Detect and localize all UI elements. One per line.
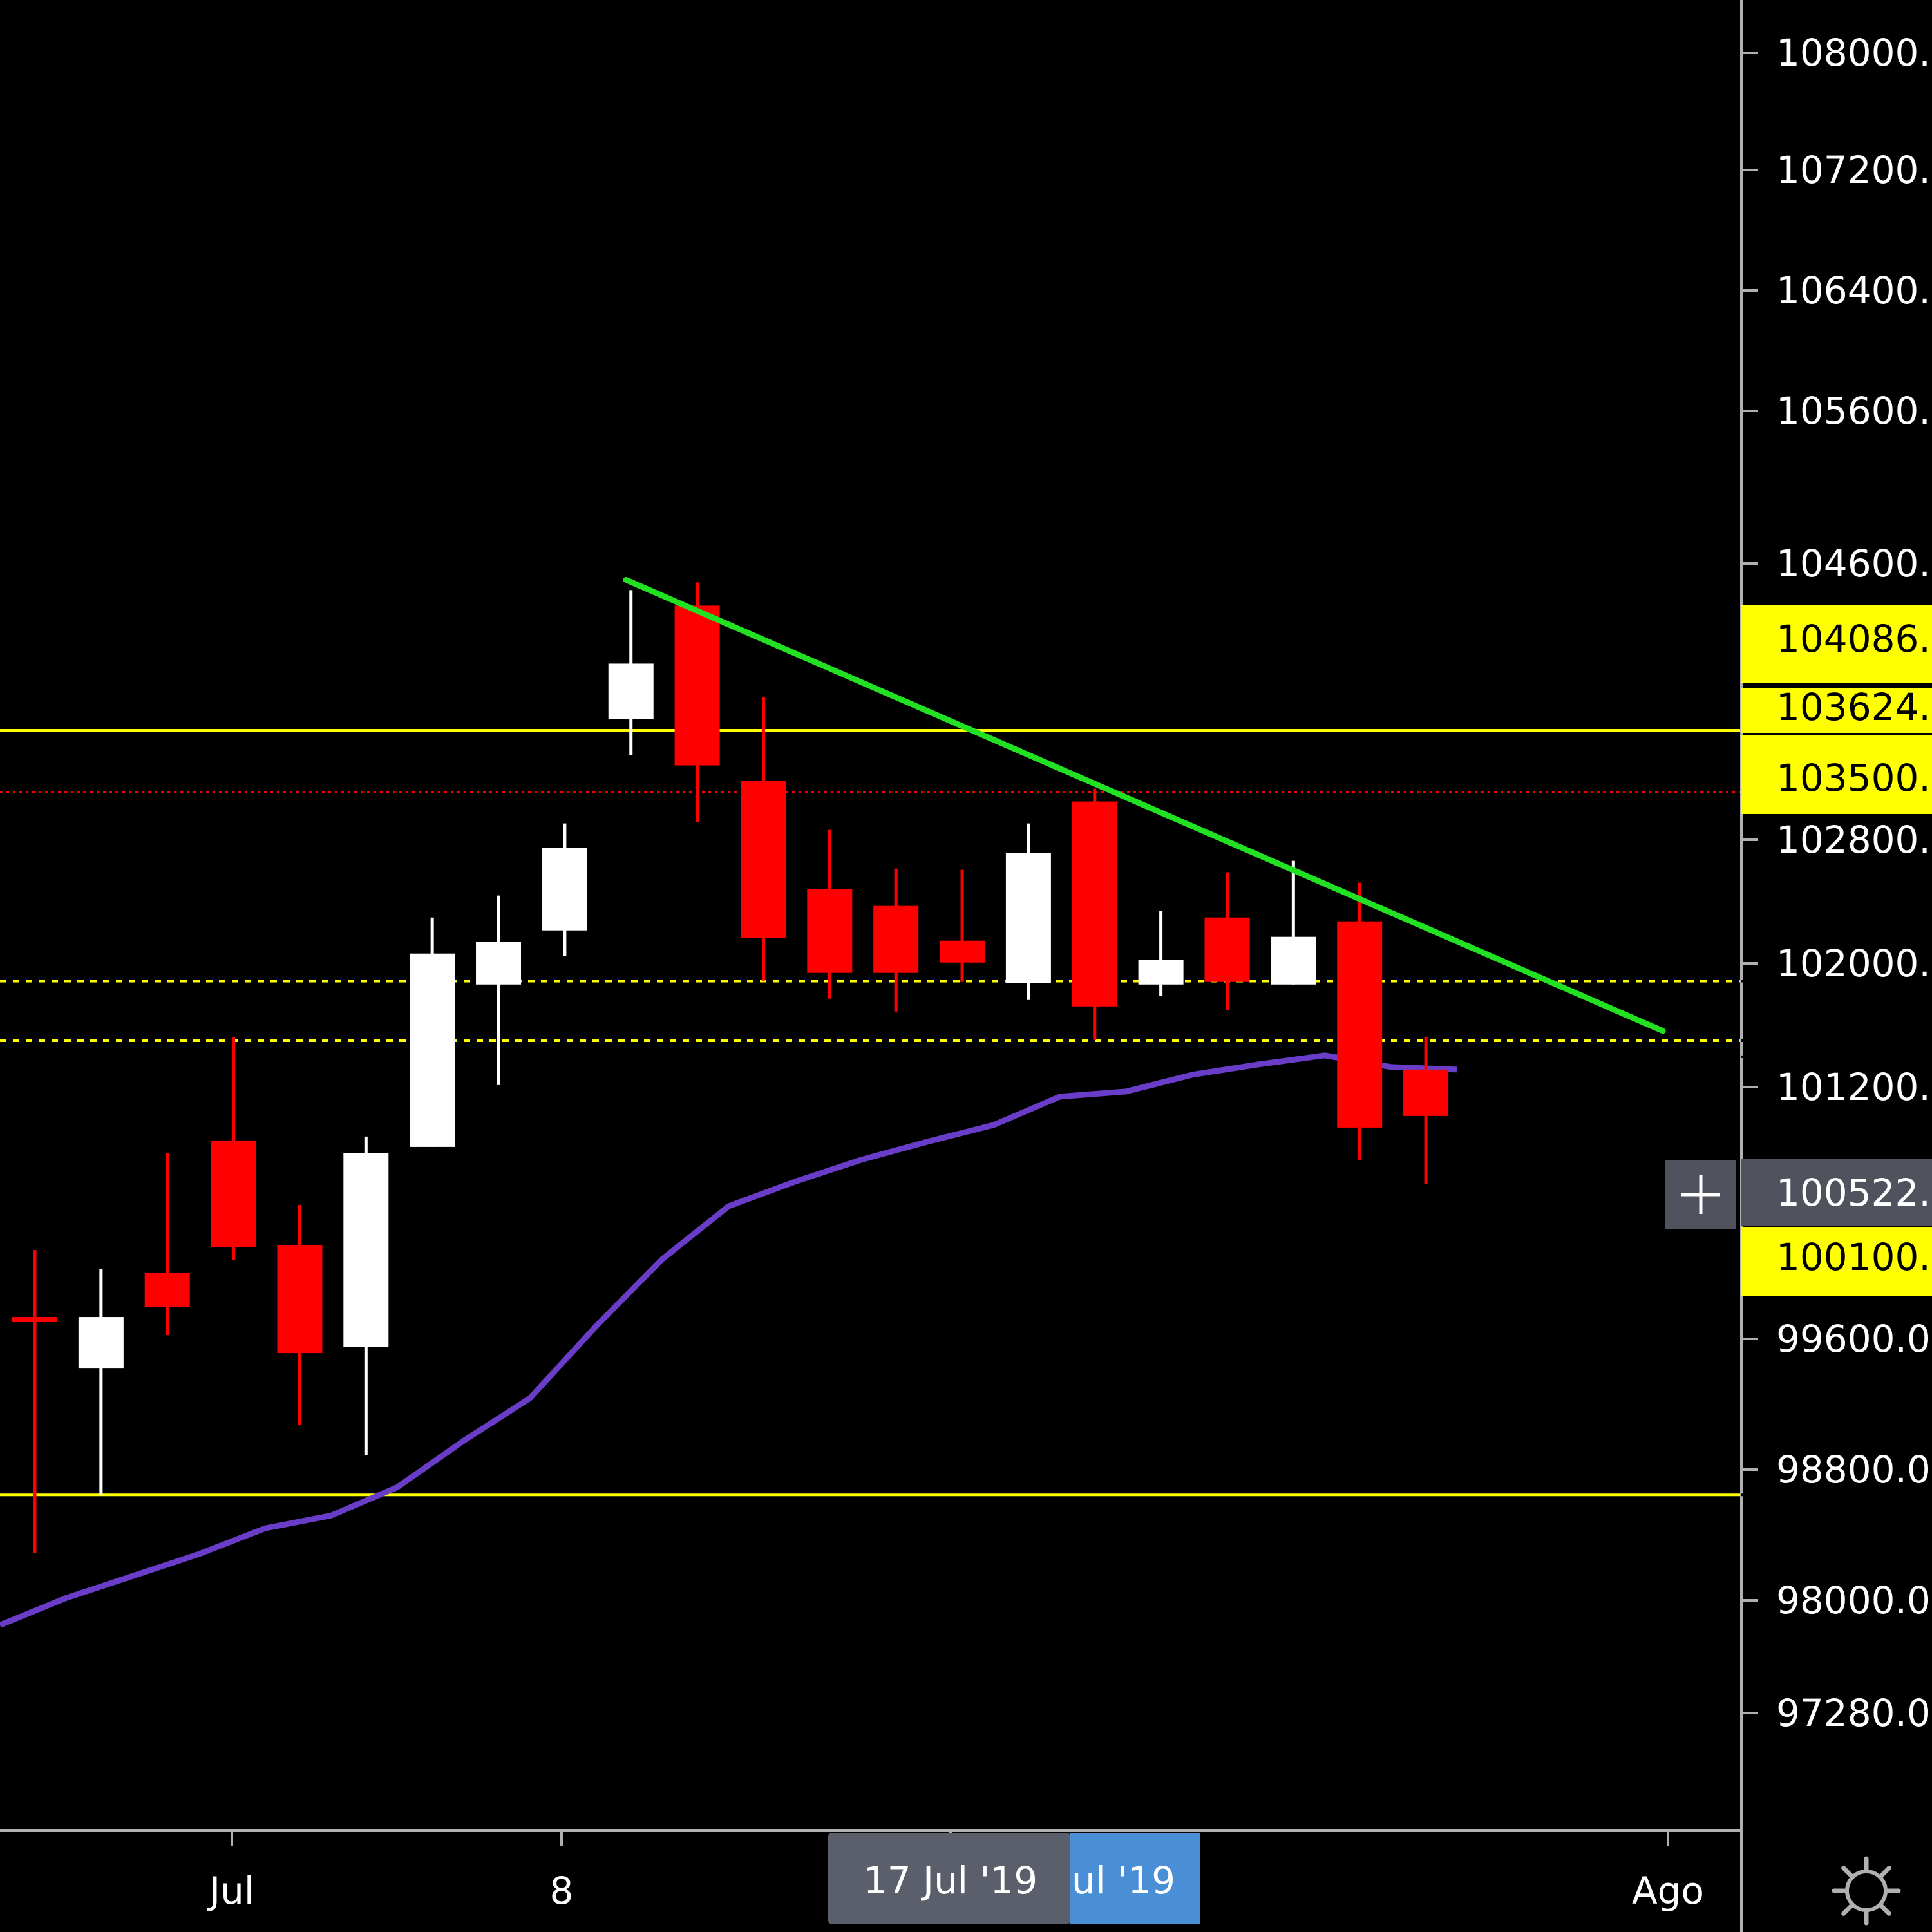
crosshair-time-tag: 17 Jul '19 (828, 1833, 1070, 1924)
candle-body (807, 889, 853, 973)
crosshair-tag-bg (1741, 1159, 1932, 1226)
price-tag-bg (1741, 688, 1932, 733)
candle-20 (1271, 860, 1316, 985)
price-tag-bg (1741, 605, 1932, 683)
price-tag-103624: 103624. (1741, 685, 1932, 1043)
gear-icon-tooth (1841, 1866, 1853, 1878)
candle-19 (1204, 872, 1250, 1010)
price-tag-label: 100100. (1776, 1235, 1931, 1279)
candle-body (940, 940, 985, 963)
candle-body (1271, 936, 1316, 985)
candle-4 (211, 1037, 256, 1261)
candle-body (1072, 801, 1117, 1007)
x-tick-label: 8 (550, 1869, 574, 1913)
y-tick-label: 97280.0 (1776, 1691, 1931, 1735)
y-tick-label: 99600.0 (1776, 1317, 1931, 1361)
candle-12 (741, 697, 786, 981)
y-tick-label: 102000. (1776, 942, 1931, 985)
candle-21 (1337, 882, 1383, 1160)
gear-icon-ring (1845, 1870, 1888, 1912)
candle-body (211, 1140, 256, 1247)
candle-body (144, 1273, 190, 1307)
y-tick-label: 108000. (1776, 31, 1931, 75)
x-tick-label: Jul (207, 1869, 254, 1913)
y-tick-label: 104600. (1776, 542, 1931, 585)
candle-body (476, 942, 522, 985)
price-tag-103500: 103500. (1741, 735, 1932, 1058)
price-tag-bg (1741, 735, 1932, 814)
current-time-tag: ul '19 (1070, 1833, 1200, 1924)
candle-6 (343, 1136, 389, 1455)
candle-body (1005, 853, 1051, 983)
candle-9 (542, 823, 587, 956)
candle-body (1403, 1069, 1449, 1116)
current-time-tag-bg (1070, 1833, 1200, 1924)
candle-body (1204, 917, 1250, 982)
candle-16 (1005, 823, 1051, 1000)
trendline (623, 576, 1666, 1034)
candle-1 (12, 1250, 57, 1553)
gear-icon-tooth (1879, 1866, 1891, 1878)
candle-2 (78, 1269, 124, 1495)
gear-icon-tooth (1879, 1904, 1891, 1916)
y-tick-label: 105600. (1776, 389, 1931, 433)
candle-body (343, 1153, 389, 1347)
crosshair-time-label: 17 Jul '19 (864, 1859, 1037, 1902)
price-tag-100100: 100100. (1741, 1227, 1932, 1497)
y-tick-label: 98000.0 (1776, 1578, 1931, 1622)
candle-22 (1403, 1037, 1449, 1184)
candle-body (78, 1317, 124, 1369)
time-tag-bg (828, 1833, 1070, 1924)
crosshair-plus-button[interactable] (1665, 1160, 1736, 1229)
gear-icon[interactable] (1832, 1856, 1901, 1926)
candle-8 (476, 895, 522, 1085)
y-tick-label: 98800.0 (1776, 1448, 1931, 1492)
candle-15 (940, 869, 985, 982)
candle-body (741, 781, 786, 938)
ema-line (0, 1052, 1458, 1628)
candle-body (12, 1317, 57, 1323)
candle-body (674, 605, 720, 766)
candle-body (873, 905, 919, 973)
y-tick-label: 107200. (1776, 148, 1931, 192)
candle-13 (807, 829, 853, 999)
y-tick-label: 106400. (1776, 269, 1931, 312)
candle-body (542, 848, 587, 931)
gear-icon-tooth (1841, 1904, 1853, 1916)
price-tag-label: 103500. (1776, 756, 1931, 800)
candle-17 (1072, 788, 1117, 1040)
price-tag-label: 104086. (1776, 617, 1931, 661)
candle-7 (410, 917, 455, 1147)
candle-10 (608, 590, 654, 755)
current-time-label: ul '19 (1072, 1859, 1175, 1902)
candle-14 (873, 868, 919, 1012)
crosshair-price-tag: 100522. (1741, 1159, 1932, 1226)
candle-body (608, 663, 654, 719)
candle-5 (277, 1204, 323, 1426)
candle-11 (674, 582, 720, 822)
candle-body (1337, 921, 1383, 1128)
x-tick-label: Ago (1632, 1869, 1704, 1913)
candle-body (410, 953, 455, 1147)
y-tick-label: 101200. (1776, 1065, 1931, 1109)
candle-18 (1138, 911, 1184, 996)
candle-body (1138, 960, 1184, 985)
price-tag-104086: 104086. (1741, 605, 1932, 983)
y-tick-label: 102800. (1776, 818, 1931, 862)
price-tag-bg (1741, 1227, 1932, 1296)
candle-body (277, 1244, 323, 1354)
crosshair-price-label: 100522. (1776, 1171, 1931, 1215)
price-tag-label: 103624. (1776, 685, 1931, 729)
candle-3 (144, 1153, 190, 1336)
